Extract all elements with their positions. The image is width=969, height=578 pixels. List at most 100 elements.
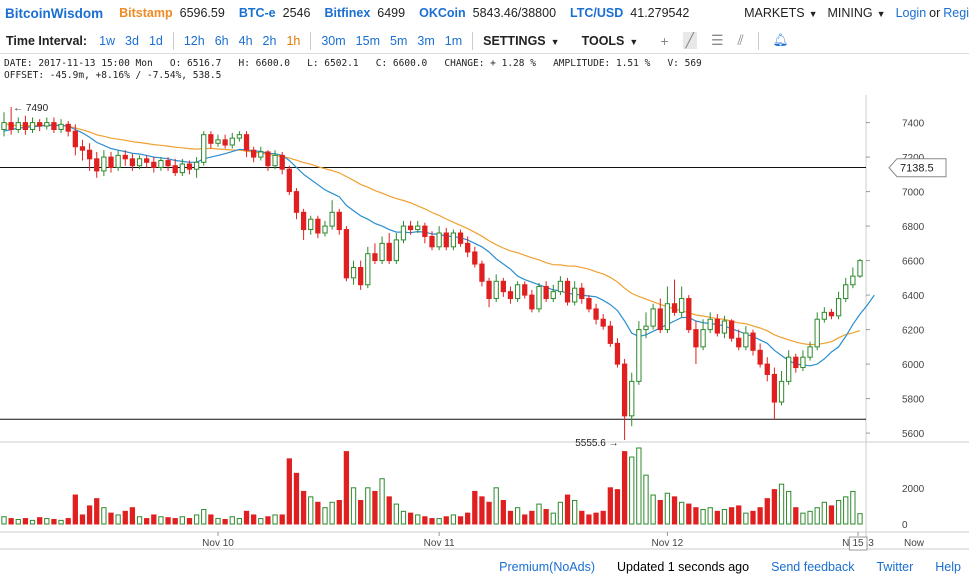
interval-1w[interactable]: 1w: [99, 33, 116, 48]
bell-icon[interactable]: 🔔︎: [772, 33, 789, 47]
volume-bar: [429, 518, 435, 525]
candle-body: [29, 122, 36, 130]
volume-bar: [208, 514, 214, 525]
exchange-okcoin[interactable]: OKCoin 5843.46/38800: [419, 6, 556, 20]
markets-menu[interactable]: MARKETS ▼: [744, 6, 817, 20]
line-tool-icon[interactable]: ╱: [682, 32, 697, 49]
interval-1d[interactable]: 1d: [148, 33, 163, 48]
candle-body: [365, 253, 371, 286]
candle-body: [714, 318, 720, 334]
candle-body: [136, 158, 143, 167]
mining-menu[interactable]: MINING ▼: [828, 6, 886, 20]
low-annotation: 5555.6 →: [575, 438, 618, 449]
volume-bar: [400, 510, 407, 525]
volume-bar: [579, 510, 585, 525]
login-link[interactable]: Login: [895, 6, 927, 20]
volume-bar: [315, 501, 321, 525]
candle-body: [229, 137, 235, 146]
brand-logo[interactable]: BitcoinWisdom: [5, 5, 104, 21]
exchange-ltcusd[interactable]: LTC/USD 41.279542: [570, 6, 689, 20]
volume-bar: [422, 516, 428, 525]
candle-body: [343, 229, 350, 279]
interval-1h[interactable]: 1h: [286, 33, 301, 48]
volume-bar: [821, 501, 827, 525]
interval-4h[interactable]: 4h: [238, 33, 253, 48]
interval-toolbar: Time Interval: 1w 3d 1d 12h 6h 4h 2h 1h 30m 15m 5m…: [0, 28, 969, 54]
volume-bar: [136, 516, 143, 525]
volume-bar: [643, 474, 649, 525]
exchange-price: 6499: [377, 6, 406, 20]
candle-body: [507, 291, 514, 300]
candle-body: [407, 225, 414, 231]
interval-5m[interactable]: 5m: [390, 33, 408, 48]
candle-info-line2: OFFSET: -45.9m, +8.16% / -7.54%, 538.5: [4, 70, 222, 81]
interval-separator: [172, 31, 174, 50]
volume-bar: [115, 514, 121, 525]
volume-bar: [151, 514, 157, 525]
candle-body: [8, 122, 14, 130]
candle-body: [393, 239, 399, 262]
exchange-btce[interactable]: BTC-e 2546: [239, 6, 311, 20]
volume-tick-label: 2000: [902, 484, 925, 495]
exchange-bitstamp[interactable]: Bitstamp 6596.59: [119, 6, 225, 20]
interval-2h[interactable]: 2h: [262, 33, 277, 48]
candle-body: [564, 280, 571, 303]
volume-bar: [172, 518, 178, 525]
markets-menu-label: MARKETS: [744, 6, 805, 20]
candle-body: [764, 363, 770, 375]
volume-bar: [8, 518, 14, 525]
x-tick-label: Now: [904, 538, 925, 549]
help-link[interactable]: Help: [935, 560, 961, 574]
volume-bar: [835, 499, 842, 525]
exchange-bitfinex[interactable]: Bitfinex 6499: [324, 6, 405, 20]
fibonacci-tool-icon[interactable]: ☰: [710, 32, 724, 48]
volume-bar: [572, 499, 578, 525]
candle-body: [15, 122, 21, 130]
volume-bar: [329, 501, 335, 525]
candle-body: [258, 151, 264, 158]
crosshair-icon[interactable]: +: [660, 32, 669, 49]
volume-bar: [65, 518, 71, 525]
interval-6h[interactable]: 6h: [214, 33, 229, 48]
volume-bar: [300, 490, 307, 525]
volume-bar: [736, 505, 742, 525]
volume-bar: [186, 518, 193, 525]
candle-body: [479, 263, 485, 282]
register-link[interactable]: Regi: [943, 6, 969, 20]
volume-bar: [350, 487, 357, 525]
candle-body: [664, 303, 671, 331]
volume-bar: [51, 518, 57, 525]
fan-tool-icon[interactable]: ⫽: [737, 32, 744, 48]
premium-link[interactable]: Premium(NoAds): [499, 560, 596, 574]
twitter-link[interactable]: Twitter: [876, 560, 914, 574]
candle-body: [786, 356, 792, 382]
volume-bar: [543, 509, 549, 525]
interval-12h[interactable]: 12h: [183, 33, 205, 48]
toolbar-separator: [757, 31, 759, 50]
volume-bar: [557, 501, 564, 525]
interval-3d[interactable]: 3d: [125, 33, 139, 48]
tools-dropdown[interactable]: TOOLS ▼: [582, 34, 639, 48]
volume-bar: [707, 507, 713, 525]
current-price-tag: [888, 158, 947, 178]
top-menus: MARKETS ▼ MINING ▼ Login or Regi: [744, 0, 969, 26]
volume-bar: [222, 518, 228, 525]
volume-bar: [778, 483, 785, 525]
settings-dropdown[interactable]: SETTINGS ▼: [483, 34, 559, 48]
candle-body: [514, 284, 521, 300]
send-feedback-link[interactable]: Send feedback: [771, 560, 855, 574]
interval-15m[interactable]: 15m: [355, 33, 380, 48]
candle-body: [629, 380, 635, 417]
interval-30m[interactable]: 30m: [321, 33, 346, 48]
interval-1m[interactable]: 1m: [444, 33, 463, 48]
volume-bar: [58, 519, 64, 525]
candle-body: [358, 267, 364, 286]
exchange-price: 2546: [282, 6, 311, 20]
candle-body: [272, 154, 278, 167]
volume-bar: [293, 472, 300, 525]
exchange-ticker-list: Bitstamp 6596.59 BTC-e 2546 Bitfinex 6499 OKCo…: [119, 6, 703, 20]
candle-body: [814, 318, 820, 348]
volume-bar: [850, 490, 856, 525]
interval-3m[interactable]: 3m: [417, 33, 435, 48]
